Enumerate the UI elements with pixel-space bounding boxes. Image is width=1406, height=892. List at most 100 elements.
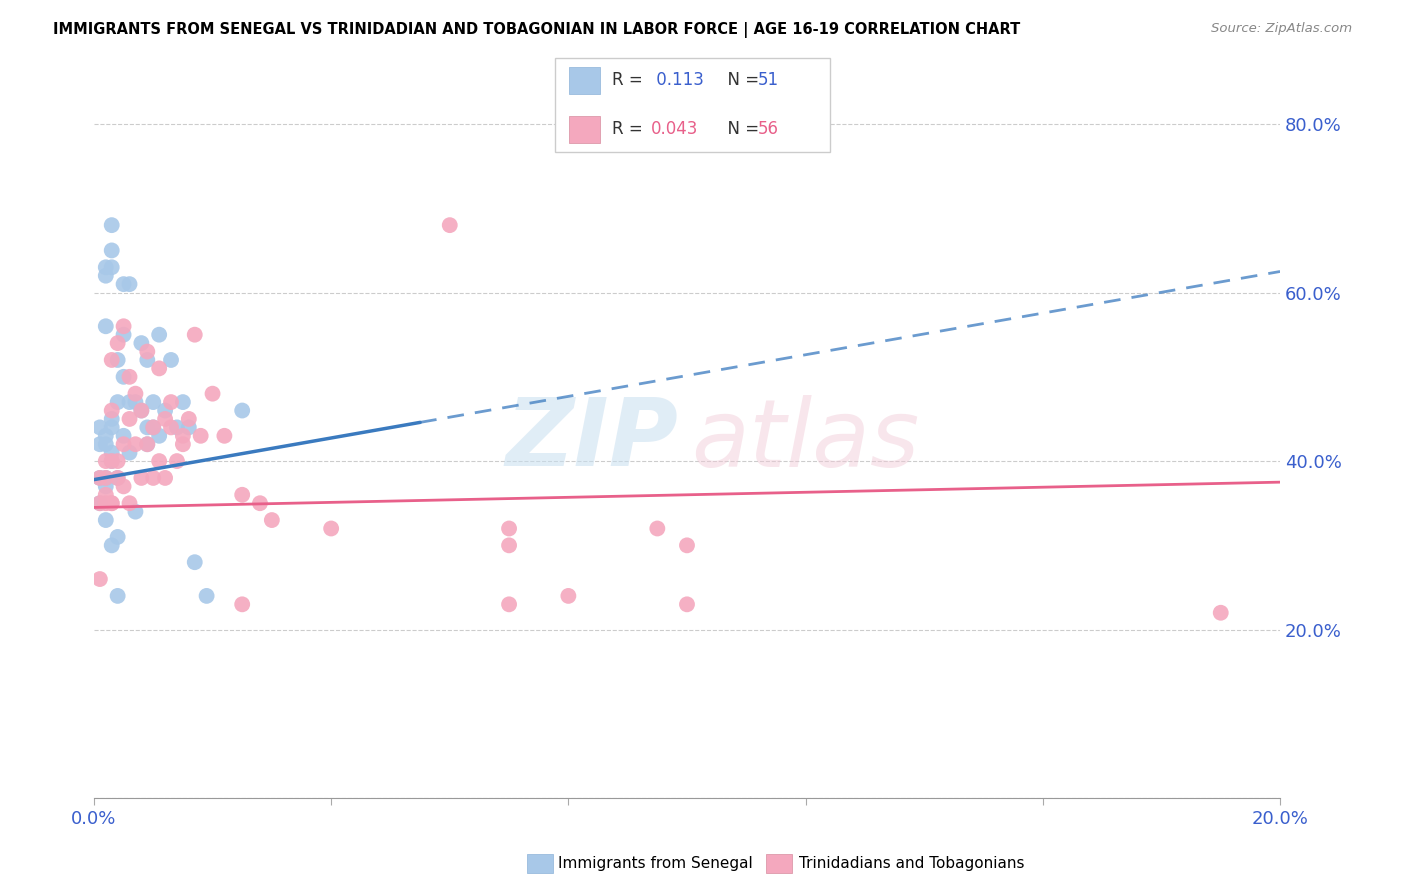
Point (100, 538, 122, 552)
Point (148, 361, 170, 376)
Point (89, 496, 111, 510)
Point (177, 420, 200, 434)
Point (107, 589, 129, 603)
Point (195, 589, 218, 603)
Point (1209, 606, 1232, 620)
Point (148, 454, 170, 468)
Point (498, 521, 520, 535)
Point (118, 395, 141, 409)
Text: N =: N = (717, 120, 765, 138)
Point (107, 471, 129, 485)
Point (100, 244, 122, 258)
Point (100, 420, 122, 434)
Point (100, 218, 122, 232)
Point (112, 319, 135, 334)
Point (498, 538, 520, 552)
Text: Immigrants from Senegal: Immigrants from Senegal (558, 856, 754, 871)
Text: 0.043: 0.043 (651, 120, 699, 138)
Text: ZIP: ZIP (506, 394, 679, 486)
Point (94, 429, 117, 443)
Point (172, 429, 194, 443)
Point (94, 488, 117, 502)
Point (89, 437, 111, 451)
Point (94, 479, 117, 493)
Point (136, 353, 159, 368)
Text: R =: R = (612, 120, 648, 138)
Point (321, 521, 343, 535)
Point (190, 429, 212, 443)
Point (647, 521, 669, 535)
Point (160, 353, 183, 368)
Point (142, 395, 165, 409)
Point (160, 420, 183, 434)
Point (118, 369, 141, 384)
Point (142, 420, 165, 434)
Point (94, 260, 117, 275)
Text: N =: N = (717, 71, 765, 89)
Point (177, 412, 200, 426)
Point (100, 403, 122, 417)
Text: R =: R = (612, 71, 648, 89)
Point (142, 471, 165, 485)
Point (100, 496, 122, 510)
Point (231, 403, 253, 417)
Point (100, 260, 122, 275)
Point (94, 471, 117, 485)
Point (231, 597, 253, 611)
Point (172, 437, 194, 451)
Point (94, 319, 117, 334)
Point (153, 412, 176, 426)
Point (136, 437, 159, 451)
Point (107, 471, 129, 485)
Point (124, 437, 146, 451)
Point (89, 471, 111, 485)
Point (201, 386, 224, 401)
Point (184, 555, 207, 569)
Point (131, 336, 153, 351)
Text: atlas: atlas (692, 394, 920, 485)
Point (160, 395, 183, 409)
Point (131, 403, 153, 417)
Point (676, 538, 699, 552)
Point (136, 420, 159, 434)
Point (89, 471, 111, 485)
Point (118, 496, 141, 510)
Point (107, 353, 129, 368)
Point (231, 488, 253, 502)
Point (148, 327, 170, 342)
Point (166, 420, 188, 434)
Point (94, 471, 117, 485)
Point (107, 530, 129, 544)
Point (131, 471, 153, 485)
Text: Source: ZipAtlas.com: Source: ZipAtlas.com (1212, 22, 1353, 36)
Point (136, 344, 159, 359)
Point (112, 479, 135, 493)
Point (112, 437, 135, 451)
Point (118, 445, 141, 459)
Point (94, 454, 117, 468)
Point (214, 429, 236, 443)
Point (112, 277, 135, 292)
Point (172, 395, 194, 409)
Point (89, 496, 111, 510)
Point (557, 589, 579, 603)
Point (249, 496, 271, 510)
Point (94, 513, 117, 527)
Point (112, 369, 135, 384)
Point (118, 412, 141, 426)
Point (89, 572, 111, 586)
Point (153, 403, 176, 417)
Point (100, 454, 122, 468)
Point (94, 437, 117, 451)
Point (124, 505, 146, 519)
Point (166, 454, 188, 468)
Point (112, 429, 135, 443)
Point (100, 412, 122, 426)
Point (153, 471, 176, 485)
Point (260, 513, 283, 527)
Point (498, 597, 520, 611)
Point (184, 327, 207, 342)
Point (107, 336, 129, 351)
Point (124, 386, 146, 401)
Point (100, 496, 122, 510)
